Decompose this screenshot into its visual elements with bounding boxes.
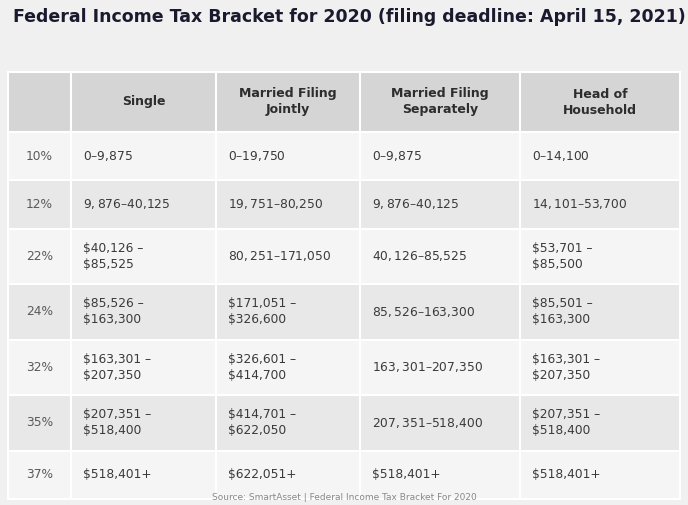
Text: $14,101 – $53,700: $14,101 – $53,700 [532, 197, 627, 212]
Bar [215, 284, 360, 340]
Text: 35%: 35% [26, 417, 53, 429]
Text: Federal Income Tax Bracket for 2020 (filing deadline: April 15, 2021): Federal Income Tax Bracket for 2020 (fil… [13, 8, 686, 26]
Text: $622,051+: $622,051+ [228, 468, 296, 481]
Text: 24%: 24% [26, 306, 53, 318]
Text: $207,351 –
$518,400: $207,351 – $518,400 [83, 409, 151, 437]
Text: $0 – $14,100: $0 – $14,100 [532, 149, 590, 163]
Text: Married Filing
Jointly: Married Filing Jointly [239, 87, 336, 117]
Bar [215, 132, 360, 180]
Text: $171,051 –
$326,600: $171,051 – $326,600 [228, 297, 296, 326]
Text: $85,526 –
$163,300: $85,526 – $163,300 [83, 297, 144, 326]
Bar [520, 395, 680, 450]
Bar [8, 72, 71, 132]
Text: Married Filing
Separately: Married Filing Separately [391, 87, 489, 117]
Bar [360, 395, 520, 450]
Text: $518,401+: $518,401+ [532, 468, 601, 481]
Bar [71, 450, 215, 499]
Text: 12%: 12% [26, 198, 53, 211]
Bar [215, 450, 360, 499]
Bar [520, 340, 680, 395]
Bar [71, 229, 215, 284]
Text: $85,526 – $163,300: $85,526 – $163,300 [372, 305, 475, 319]
Bar [71, 72, 215, 132]
Bar [71, 180, 215, 229]
Bar [8, 284, 71, 340]
Text: Single: Single [122, 95, 165, 109]
Text: $163,301 –
$207,350: $163,301 – $207,350 [532, 353, 600, 382]
Text: $0 – $19,750: $0 – $19,750 [228, 149, 286, 163]
Bar [520, 180, 680, 229]
Bar [360, 72, 520, 132]
Bar [71, 284, 215, 340]
Bar [71, 395, 215, 450]
Bar [8, 450, 71, 499]
Bar [8, 395, 71, 450]
Text: $80,251 – $171,050: $80,251 – $171,050 [228, 249, 331, 263]
Text: $9,876 – $40,125: $9,876 – $40,125 [372, 197, 460, 212]
Text: Source: SmartAsset | Federal Income Tax Bracket For 2020: Source: SmartAsset | Federal Income Tax … [212, 493, 476, 502]
Text: $19,751 – $80,250: $19,751 – $80,250 [228, 197, 323, 212]
Bar [520, 229, 680, 284]
Bar [360, 450, 520, 499]
Text: $0 – $9,875: $0 – $9,875 [372, 149, 422, 163]
Text: $163,301 –
$207,350: $163,301 – $207,350 [83, 353, 151, 382]
Text: $40,126 –
$85,525: $40,126 – $85,525 [83, 242, 144, 271]
Text: 37%: 37% [26, 468, 53, 481]
Text: $85,501 –
$163,300: $85,501 – $163,300 [532, 297, 593, 326]
Text: $326,601 –
$414,700: $326,601 – $414,700 [228, 353, 296, 382]
Text: $518,401+: $518,401+ [372, 468, 440, 481]
Bar [215, 340, 360, 395]
Text: $518,401+: $518,401+ [83, 468, 151, 481]
Bar [520, 284, 680, 340]
Bar [215, 72, 360, 132]
Text: Head of
Household: Head of Household [563, 87, 637, 117]
Bar [8, 132, 71, 180]
Text: 10%: 10% [26, 149, 53, 163]
Bar [8, 340, 71, 395]
Text: $0 – $9,875: $0 – $9,875 [83, 149, 133, 163]
Bar [215, 395, 360, 450]
Bar [520, 450, 680, 499]
Text: $207,351 –
$518,400: $207,351 – $518,400 [532, 409, 601, 437]
Text: 32%: 32% [26, 361, 53, 374]
Bar [360, 284, 520, 340]
Bar [8, 229, 71, 284]
Bar [360, 132, 520, 180]
Bar [360, 180, 520, 229]
Text: $414,701 –
$622,050: $414,701 – $622,050 [228, 409, 296, 437]
Bar [360, 229, 520, 284]
Text: $40,126 – $85,525: $40,126 – $85,525 [372, 249, 467, 263]
Text: $207,351 – $518,400: $207,351 – $518,400 [372, 416, 483, 430]
Bar [215, 229, 360, 284]
Bar [520, 72, 680, 132]
Bar [71, 340, 215, 395]
Bar [71, 132, 215, 180]
Bar [215, 180, 360, 229]
Text: $163,301 – $207,350: $163,301 – $207,350 [372, 361, 483, 374]
Text: 22%: 22% [26, 250, 53, 263]
Bar [8, 180, 71, 229]
Bar [360, 340, 520, 395]
Text: $9,876 – $40,125: $9,876 – $40,125 [83, 197, 171, 212]
Bar [520, 132, 680, 180]
Text: $53,701 –
$85,500: $53,701 – $85,500 [532, 242, 592, 271]
